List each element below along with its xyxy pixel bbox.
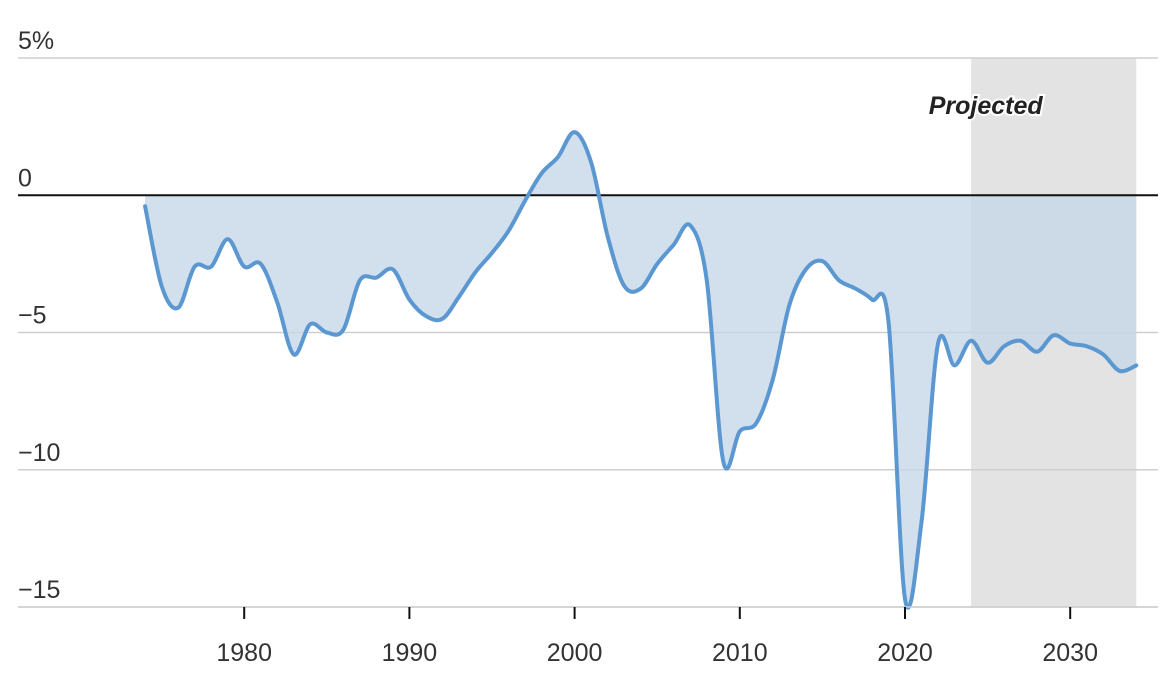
x-tick-label: 2010 <box>712 639 768 667</box>
x-tick-label: 2030 <box>1042 639 1098 667</box>
axis-layer <box>18 606 1158 619</box>
series-line <box>143 130 1139 610</box>
label-layer: 5% 0 −5 −10 −15 1980 1990 2000 2010 2020 2030 Proje… <box>18 27 1098 667</box>
series-area <box>145 132 1137 608</box>
x-tick-label: 2020 <box>877 639 933 667</box>
projected-label: Projected <box>929 92 1044 120</box>
y-tick-label: −10 <box>18 439 60 467</box>
y-tick-label: 5% <box>18 27 54 55</box>
line-layer <box>143 130 1139 610</box>
y-tick-label: 0 <box>18 164 32 192</box>
y-tick-label: −15 <box>18 576 60 604</box>
x-tick-label: 2000 <box>547 639 603 667</box>
x-tick-label: 1990 <box>382 639 438 667</box>
x-tick-label: 1980 <box>216 639 272 667</box>
area-layer <box>145 132 1137 608</box>
y-tick-label: −5 <box>18 302 47 330</box>
